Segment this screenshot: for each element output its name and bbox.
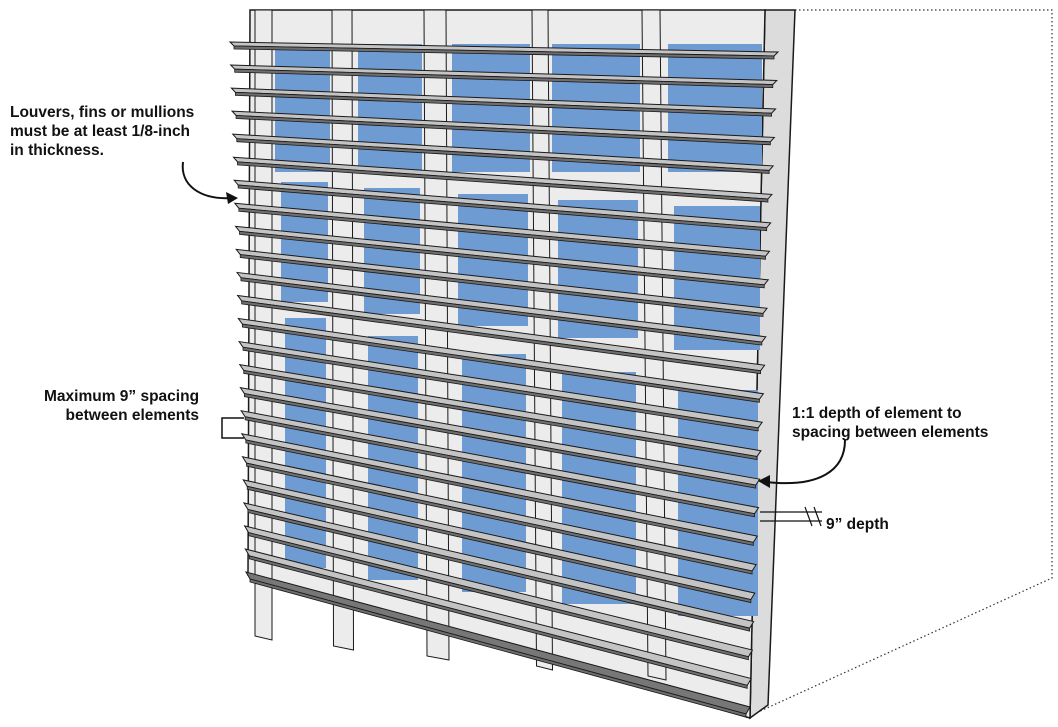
mullion [423,9,450,661]
louver-front [248,555,748,689]
louver-front [249,578,747,718]
depth-ratio-callout-line-2: spacing between elements [792,424,989,441]
depth-dimension [760,506,822,527]
louver-front [237,184,768,232]
louver-front [234,68,774,89]
louver-front [246,485,752,604]
louver-front [240,277,763,346]
louver-front [241,323,760,403]
louver-front [236,138,770,174]
louver-front [234,91,772,117]
spacing-callout-line-1: Maximum 9” spacing [44,388,200,405]
louver-front [247,508,751,632]
louver-front [238,207,766,260]
glass-pane-upper [275,44,330,172]
louver-front [233,45,775,60]
glass-pane-upper [358,44,422,172]
thickness-callout: Louvers, fins or mullions must be at lea… [10,103,194,160]
louver-front [237,161,769,203]
louver-front [243,369,758,460]
depth-ratio-callout: 1:1 depth of element to spacing between … [792,404,988,442]
louver-front [239,254,764,317]
louver-front [239,230,765,289]
depth-callout-text: 9” depth [826,516,889,533]
depth-callout: 9” depth [826,515,889,534]
louver-front [246,462,753,575]
thickness-callout-line-3: in thickness. [10,142,104,159]
louver-front [248,532,749,661]
louver-front [241,300,762,375]
louver-front [244,393,757,489]
thickness-arrow [181,161,238,204]
spacing-callout-line-2: between elements [65,407,200,424]
spacing-bracket [221,417,244,439]
thickness-callout-line-2: must be at least 1/8-inch [10,123,191,140]
depth-ratio-callout-line-1: 1:1 depth of element to [792,405,962,422]
spacing-callout: Maximum 9” spacing between elements [44,387,199,425]
louver-front [244,416,755,518]
building-outline [744,9,1053,719]
thickness-callout-line-1: Louvers, fins or mullions [10,104,195,121]
glass-pane-lower [462,354,526,592]
louver-front [242,346,759,432]
louver-front [235,115,771,146]
depth-ratio-arrow [758,439,846,488]
mullion [641,9,667,681]
louvers [228,41,780,718]
louver-front [245,439,754,546]
